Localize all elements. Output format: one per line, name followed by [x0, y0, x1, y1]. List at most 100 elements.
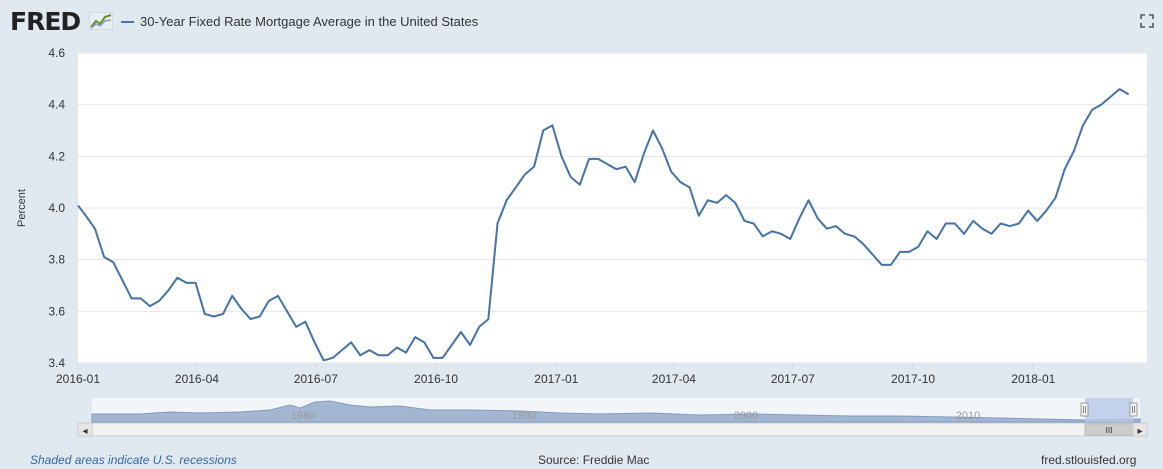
data-point	[650, 128, 656, 134]
data-point	[970, 218, 976, 224]
source-note: Source: Freddie Mac	[538, 453, 650, 467]
x-tick-label: 2017-10	[891, 372, 935, 386]
data-point	[1098, 102, 1104, 108]
fred-logo[interactable]: FRED	[10, 7, 81, 36]
data-point	[696, 213, 702, 219]
data-point	[1062, 166, 1068, 172]
data-point	[604, 161, 610, 167]
data-point	[659, 146, 665, 152]
data-point	[595, 156, 601, 162]
scroll-left-button[interactable]	[77, 422, 93, 437]
data-point	[293, 324, 299, 330]
fullscreen-icon[interactable]	[1140, 14, 1154, 28]
fred-graph-icon	[89, 12, 113, 30]
data-point	[458, 329, 464, 335]
data-point	[851, 233, 857, 239]
data-point	[952, 221, 958, 227]
data-point	[961, 231, 967, 237]
data-point	[257, 314, 263, 320]
data-point	[1034, 218, 1040, 224]
data-point	[330, 355, 336, 361]
scrollbar[interactable]: ◂ III ▸	[77, 422, 1148, 437]
navigator-selection[interactable]	[1085, 398, 1133, 422]
data-point	[741, 218, 747, 224]
data-point	[284, 308, 290, 314]
data-point	[787, 236, 793, 242]
data-point	[211, 314, 217, 320]
data-point	[815, 215, 821, 221]
navigator-label-2010: 2010	[956, 410, 980, 422]
x-axis: 2016-01 2016-04 2016-07 2016-10 2017-01 2017-…	[56, 363, 1056, 386]
data-point	[632, 179, 638, 185]
navigator[interactable]: 1980 1990 2000 2010	[91, 398, 1141, 423]
data-point	[1080, 122, 1086, 128]
data-point	[467, 342, 473, 348]
data-point	[385, 352, 391, 358]
data-point	[110, 259, 116, 265]
data-point	[504, 197, 510, 203]
gridlines	[78, 52, 1147, 364]
site-link[interactable]: fred.stlouisfed.org	[1041, 453, 1137, 467]
y-tick-label: 4.6	[48, 46, 65, 60]
scrollbar-track[interactable]	[77, 422, 1148, 437]
chart-area: 3.43.63.84.04.24.44.6 2016-01 2016-04 2016…	[16, 46, 1148, 437]
data-point	[193, 280, 199, 286]
data-point	[156, 298, 162, 304]
data-point	[1089, 107, 1095, 113]
scroll-right-arrow-icon: ▸	[1137, 426, 1142, 437]
navigator-label-2000: 2000	[734, 410, 758, 422]
recession-note-link[interactable]: Shaded areas indicate U.S. recessions	[30, 453, 237, 467]
x-tick-label: 2016-07	[294, 372, 338, 386]
data-point	[403, 350, 409, 356]
navigator-series	[91, 400, 1141, 423]
data-point	[1025, 208, 1031, 214]
data-point	[129, 295, 135, 301]
data-point	[897, 249, 903, 255]
x-tick-label: 2016-01	[56, 372, 100, 386]
chart-header: FRED 30-Year Fixed Rate Mortgage Average…	[0, 0, 1163, 44]
legend-series-swatch	[121, 21, 134, 23]
data-point	[1107, 94, 1113, 100]
data-point	[568, 174, 574, 180]
scroll-right-button[interactable]	[1132, 422, 1148, 437]
data-point	[238, 306, 244, 312]
data-point	[495, 221, 501, 227]
data-point	[998, 221, 1004, 227]
data-point	[806, 197, 812, 203]
data-point	[248, 316, 254, 322]
data-point	[613, 166, 619, 172]
data-point	[687, 184, 693, 190]
navigator-left-handle[interactable]	[1080, 402, 1089, 417]
data-point	[924, 228, 930, 234]
data-point	[202, 311, 208, 317]
data-point	[449, 342, 455, 348]
data-point	[705, 197, 711, 203]
x-tick-label: 2017-07	[771, 372, 815, 386]
data-point	[138, 295, 144, 301]
data-point	[668, 169, 674, 175]
x-tick-label: 2016-04	[175, 372, 219, 386]
data-point	[540, 128, 546, 134]
data-point	[485, 316, 491, 322]
data-point	[421, 339, 427, 345]
chart-title: 30-Year Fixed Rate Mortgage Average in t…	[140, 14, 479, 29]
data-point	[833, 223, 839, 229]
navigator-right-handle[interactable]	[1129, 402, 1138, 417]
data-point	[760, 233, 766, 239]
data-point	[321, 357, 327, 363]
data-point	[1126, 91, 1132, 97]
data-point	[119, 277, 125, 283]
data-point	[430, 355, 436, 361]
scrollbar-grip-icon: III	[1105, 426, 1112, 435]
data-point	[915, 244, 921, 250]
data-point	[888, 262, 894, 268]
y-tick-label: 4.0	[48, 201, 65, 215]
data-point	[174, 275, 180, 281]
data-point	[348, 339, 354, 345]
data-point	[229, 293, 235, 299]
data-point	[778, 231, 784, 237]
data-point	[275, 293, 281, 299]
data-point	[879, 262, 885, 268]
data-point	[1053, 195, 1059, 201]
data-point	[714, 200, 720, 206]
